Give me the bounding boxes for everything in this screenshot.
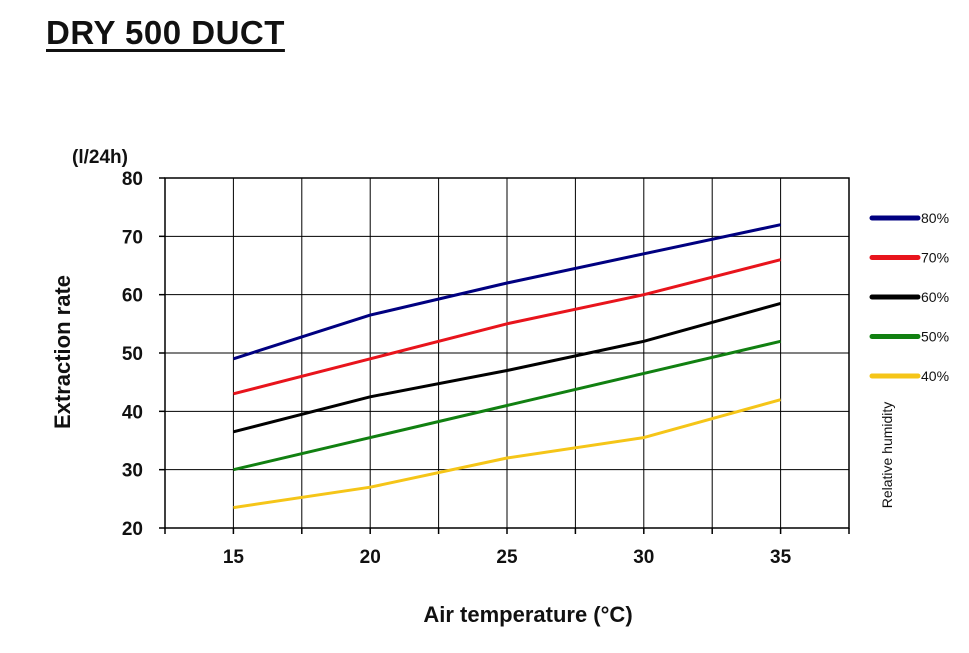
y-axis-label: Extraction rate: [50, 275, 75, 429]
x-axis-label: Air temperature (°C): [423, 602, 632, 627]
series-line-40pct: [233, 398, 782, 510]
y-tick-label: 70: [122, 227, 143, 248]
y-axis-ticks: 20 30 40 50 60 70 80: [122, 169, 165, 540]
chart-series: [232, 223, 782, 510]
legend-title: Relative humidity: [879, 402, 895, 509]
series-line-50pct: [233, 339, 781, 472]
y-tick-label: 80: [122, 169, 143, 190]
legend-label: 80%: [921, 210, 949, 226]
legend-label: 60%: [921, 289, 949, 305]
y-tick-label: 50: [122, 344, 143, 365]
x-tick-label: 30: [633, 547, 654, 568]
x-tick-label: 35: [770, 547, 792, 568]
x-tick-label: 20: [360, 547, 381, 568]
chart-legend: 80% 70% 60% 50% 40%: [869, 210, 949, 384]
x-axis-ticks: 15 20 25 30 35: [164, 528, 850, 568]
x-tick-label: 25: [496, 547, 518, 568]
page-title: DRY 500 DUCT: [46, 14, 285, 51]
y-tick-label: 30: [122, 461, 143, 482]
y-tick-label: 40: [122, 402, 143, 423]
y-axis-unit: (l/24h): [72, 147, 128, 168]
series-line-80pct: [232, 223, 781, 361]
y-tick-label: 20: [122, 519, 143, 540]
legend-label: 70%: [921, 250, 949, 266]
legend-label: 50%: [921, 329, 949, 345]
series-line-70pct: [233, 258, 781, 396]
y-tick-label: 60: [122, 286, 143, 307]
x-tick-label: 15: [223, 547, 245, 568]
series-line-60pct: [233, 301, 782, 434]
legend-label: 40%: [921, 368, 949, 384]
